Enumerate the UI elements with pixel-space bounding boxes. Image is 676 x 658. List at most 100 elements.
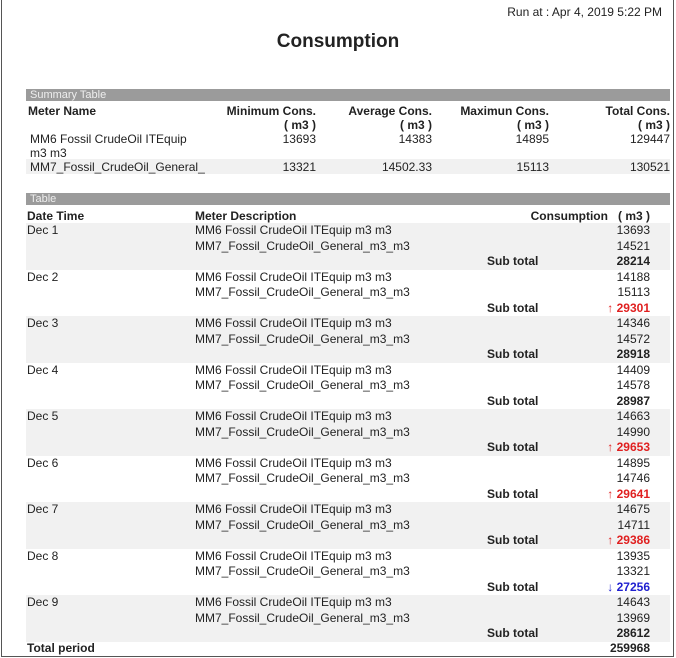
subtotal-label: Sub total: [487, 486, 539, 501]
consumption-value: 14711: [617, 517, 650, 532]
table-row: Dec 3 MM6 Fossil CrudeOil ITEquip m3 m3 …: [26, 316, 670, 332]
subtotal-label: Sub total: [487, 300, 539, 315]
meter-description: MM6 Fossil CrudeOil ITEquip m3 m3: [195, 362, 392, 377]
subtotal-value: ↓ 27256: [607, 579, 650, 594]
consumption-value: 14643: [616, 595, 650, 609]
subtotal-label: Sub total: [487, 579, 539, 594]
table-row: Dec 4 MM6 Fossil CrudeOil ITEquip m3 m3 …: [26, 363, 670, 379]
meter-description: MM6 Fossil CrudeOil ITEquip m3 m3: [195, 502, 392, 516]
meter-description: MM7_Fossil_CrudeOil_General_m3_m3: [195, 471, 410, 485]
subtotal-row: Sub total ↑ 29301: [26, 301, 670, 317]
table-row: MM7_Fossil_CrudeOil_General_m3_m3 14521: [26, 239, 670, 255]
date-cell: Dec 9: [27, 595, 59, 609]
table-row: MM7_Fossil_CrudeOil_General_m3_m3 14990: [26, 425, 670, 441]
col-total: Total Cons.( m3 ): [605, 104, 670, 132]
col-meter-description: Meter Description: [195, 209, 297, 223]
arrow-down-icon: ↓: [607, 579, 617, 594]
day-group: Dec 2 MM6 Fossil CrudeOil ITEquip m3 m3 …: [26, 270, 670, 317]
summary-row-bg: [26, 159, 670, 174]
table-row: MM7_Fossil_CrudeOil_General_m3_m3 14572: [26, 332, 670, 348]
meter-description: MM6 Fossil CrudeOil ITEquip m3 m3: [195, 269, 392, 284]
day-group: Dec 6 MM6 Fossil CrudeOil ITEquip m3 m3 …: [26, 456, 670, 503]
summary-table-bar: Summary Table: [26, 89, 670, 101]
summary-total: 130521: [629, 160, 670, 174]
subtotal-value: 28987: [616, 393, 650, 408]
total-period-label: Total period: [27, 641, 95, 655]
subtotal-value: ↑ 29301: [607, 300, 650, 315]
meter-description: MM7_Fossil_CrudeOil_General_m3_m3: [195, 378, 410, 392]
consumption-value: 15113: [617, 285, 650, 299]
date-cell: Dec 5: [27, 409, 59, 423]
day-group: Dec 9 MM6 Fossil CrudeOil ITEquip m3 m3 …: [26, 595, 670, 642]
summary-meter-name: MM7_Fossil_CrudeOil_General_: [30, 160, 205, 174]
day-group: Dec 3 MM6 Fossil CrudeOil ITEquip m3 m3 …: [26, 316, 670, 363]
meter-description: MM7_Fossil_CrudeOil_General_m3_m3: [195, 564, 410, 578]
summary-avg: 14502.33: [381, 160, 432, 174]
col-meter-name: Meter Name: [28, 104, 97, 118]
meter-description: MM7_Fossil_CrudeOil_General_m3_m3: [195, 331, 410, 346]
subtotal-label: Sub total: [487, 626, 539, 640]
meter-description: MM7_Fossil_CrudeOil_General_m3_m3: [195, 517, 410, 532]
table-row: MM7_Fossil_CrudeOil_General_m3_m3 15113: [26, 285, 670, 301]
table-row: Dec 8 MM6 Fossil CrudeOil ITEquip m3 m3 …: [26, 549, 670, 565]
summary-meter-name: MM6 Fossil CrudeOil ITEquip m3 m3: [30, 132, 187, 160]
arrow-up-icon: ↑: [607, 440, 617, 454]
table-row: MM7_Fossil_CrudeOil_General_m3_m3 14746: [26, 471, 670, 487]
summary-max: 14895: [515, 132, 549, 146]
total-period-value: 259968: [609, 641, 650, 655]
subtotal-row: Sub total 28987: [26, 394, 670, 410]
subtotal-value: 28214: [616, 254, 650, 268]
meter-description: MM6 Fossil CrudeOil ITEquip m3 m3: [195, 548, 392, 563]
col-max: Maximun Cons.( m3 ): [460, 104, 549, 132]
date-cell: Dec 7: [27, 502, 59, 516]
subtotal-value: ↑ 29386: [607, 533, 650, 547]
date-cell: Dec 4: [27, 362, 59, 377]
col-avg: Average Cons.( m3 ): [348, 104, 432, 132]
subtotal-row: Sub total ↑ 29386: [26, 533, 670, 549]
table-row: Dec 7 MM6 Fossil CrudeOil ITEquip m3 m3 …: [26, 502, 670, 518]
table-bar: Table: [26, 193, 670, 205]
table-row: Dec 9 MM6 Fossil CrudeOil ITEquip m3 m3 …: [26, 595, 670, 611]
arrow-up-icon: ↑: [607, 533, 617, 547]
meter-description: MM7_Fossil_CrudeOil_General_m3_m3: [195, 424, 410, 439]
subtotal-row: Sub total ↑ 29653: [26, 440, 670, 456]
summary-avg: 14383: [398, 132, 432, 146]
meter-description: MM7_Fossil_CrudeOil_General_m3_m3: [195, 238, 410, 253]
meter-description: MM6 Fossil CrudeOil ITEquip m3 m3: [195, 409, 392, 423]
day-group: Dec 7 MM6 Fossil CrudeOil ITEquip m3 m3 …: [26, 502, 670, 549]
table-row: MM7_Fossil_CrudeOil_General_m3_m3 13321: [26, 564, 670, 580]
arrow-up-icon: ↑: [607, 300, 617, 315]
meter-description: MM6 Fossil CrudeOil ITEquip m3 m3: [195, 595, 392, 609]
subtotal-label: Sub total: [487, 440, 539, 454]
consumption-value: 13321: [616, 564, 650, 578]
consumption-value: 13693: [616, 223, 650, 237]
subtotal-label: Sub total: [487, 393, 539, 408]
meter-description: MM6 Fossil CrudeOil ITEquip m3 m3: [195, 316, 392, 330]
consumption-value: 14572: [616, 331, 650, 346]
run-at: Run at : Apr 4, 2019 5:22 PM: [507, 5, 662, 19]
meter-description: MM7_Fossil_CrudeOil_General_m3_m3: [195, 285, 410, 299]
subtotal-row: Sub total ↑ 29641: [26, 487, 670, 503]
summary-total: 129447: [629, 132, 670, 146]
day-group: Dec 5 MM6 Fossil CrudeOil ITEquip m3 m3 …: [26, 409, 670, 456]
subtotal-row: Sub total 28214: [26, 254, 670, 270]
meter-description: MM6 Fossil CrudeOil ITEquip m3 m3: [195, 223, 392, 237]
day-group: Dec 4 MM6 Fossil CrudeOil ITEquip m3 m3 …: [26, 363, 670, 410]
subtotal-value: ↑ 29641: [607, 486, 650, 501]
subtotal-label: Sub total: [487, 347, 539, 361]
table-row: Dec 6 MM6 Fossil CrudeOil ITEquip m3 m3 …: [26, 456, 670, 472]
date-cell: Dec 3: [27, 316, 59, 330]
table-row: MM7_Fossil_CrudeOil_General_m3_m3 14711: [26, 518, 670, 534]
arrow-up-icon: ↑: [607, 486, 617, 501]
subtotal-row: Sub total ↓ 27256: [26, 580, 670, 596]
consumption-value: 14663: [616, 409, 650, 423]
table-row: Dec 5 MM6 Fossil CrudeOil ITEquip m3 m3 …: [26, 409, 670, 425]
consumption-value: 14521: [616, 238, 650, 253]
table-row: MM7_Fossil_CrudeOil_General_m3_m3 13969: [26, 611, 670, 627]
table-row: MM7_Fossil_CrudeOil_General_m3_m3 14578: [26, 378, 670, 394]
subtotal-label: Sub total: [487, 254, 539, 268]
subtotal-label: Sub total: [487, 533, 539, 547]
subtotal-value: 28918: [616, 347, 650, 361]
table-row: Dec 1 MM6 Fossil CrudeOil ITEquip m3 m3 …: [26, 223, 670, 239]
